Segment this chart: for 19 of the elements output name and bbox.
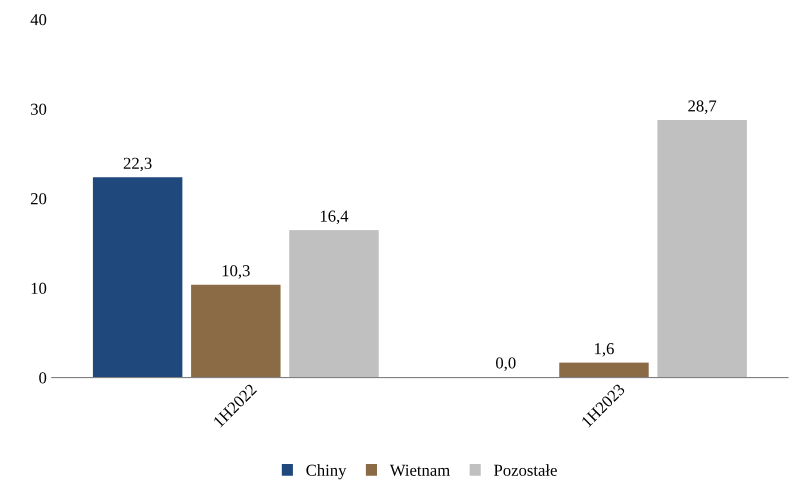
bar bbox=[191, 284, 281, 378]
data-label: 16,4 bbox=[320, 210, 348, 224]
bar bbox=[657, 120, 747, 378]
data-label: 22,3 bbox=[124, 158, 152, 172]
y-tick-label: 10 bbox=[32, 282, 46, 294]
data-label: 28,7 bbox=[688, 100, 716, 114]
y-tick-label: 20 bbox=[30, 193, 46, 204]
y-tick-label: 30 bbox=[31, 104, 46, 115]
data-label: 0,0 bbox=[496, 357, 516, 371]
data-label: 10,3 bbox=[222, 265, 250, 279]
y-tick-label: 40 bbox=[30, 14, 46, 26]
bar bbox=[289, 230, 379, 378]
legend-label: Wietnam bbox=[390, 464, 450, 476]
data-label: 1,6 bbox=[595, 343, 614, 357]
bar bbox=[92, 177, 182, 378]
legend-label: Chiny bbox=[306, 464, 346, 480]
y-tick-label: 0 bbox=[39, 372, 46, 384]
legend-label: Pozostałe bbox=[494, 464, 557, 476]
bar bbox=[559, 362, 649, 378]
